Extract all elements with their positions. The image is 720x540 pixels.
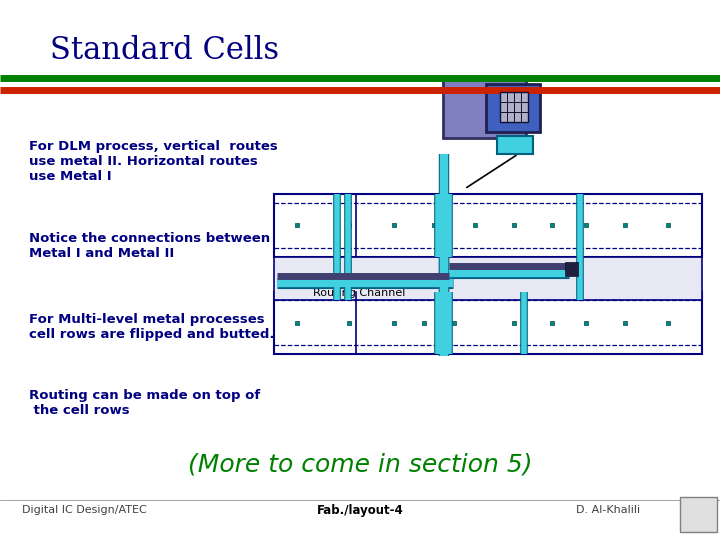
Text: Standard Cells: Standard Cells bbox=[50, 35, 279, 66]
Text: Digital IC Design/ATEC: Digital IC Design/ATEC bbox=[22, 505, 146, 515]
Bar bbox=[565, 262, 578, 275]
Text: (More to come in section 5): (More to come in section 5) bbox=[188, 453, 532, 476]
Text: For DLM process, vertical  routes
use metal II. Horizontal routes
use Metal I: For DLM process, vertical routes use met… bbox=[29, 140, 277, 184]
Text: Routing Channel: Routing Channel bbox=[313, 288, 405, 298]
Bar bbox=[443, 76, 526, 138]
Bar bbox=[274, 292, 702, 354]
Text: D. Al-Khalili: D. Al-Khalili bbox=[576, 505, 640, 515]
Text: 31: 31 bbox=[690, 508, 707, 521]
Text: For Multi-level metal processes
cell rows are flipped and butted.: For Multi-level metal processes cell row… bbox=[29, 313, 274, 341]
Bar bbox=[274, 194, 702, 256]
Bar bbox=[274, 256, 702, 300]
Text: Notice the connections between
Metal I and Metal II: Notice the connections between Metal I a… bbox=[29, 232, 270, 260]
Bar bbox=[497, 136, 533, 154]
Bar bbox=[500, 92, 528, 122]
Bar bbox=[486, 84, 540, 132]
Text: Fab./layout-4: Fab./layout-4 bbox=[317, 504, 403, 517]
Text: Routing can be made on top of
 the cell rows: Routing can be made on top of the cell r… bbox=[29, 389, 260, 417]
Bar bbox=[680, 497, 717, 532]
